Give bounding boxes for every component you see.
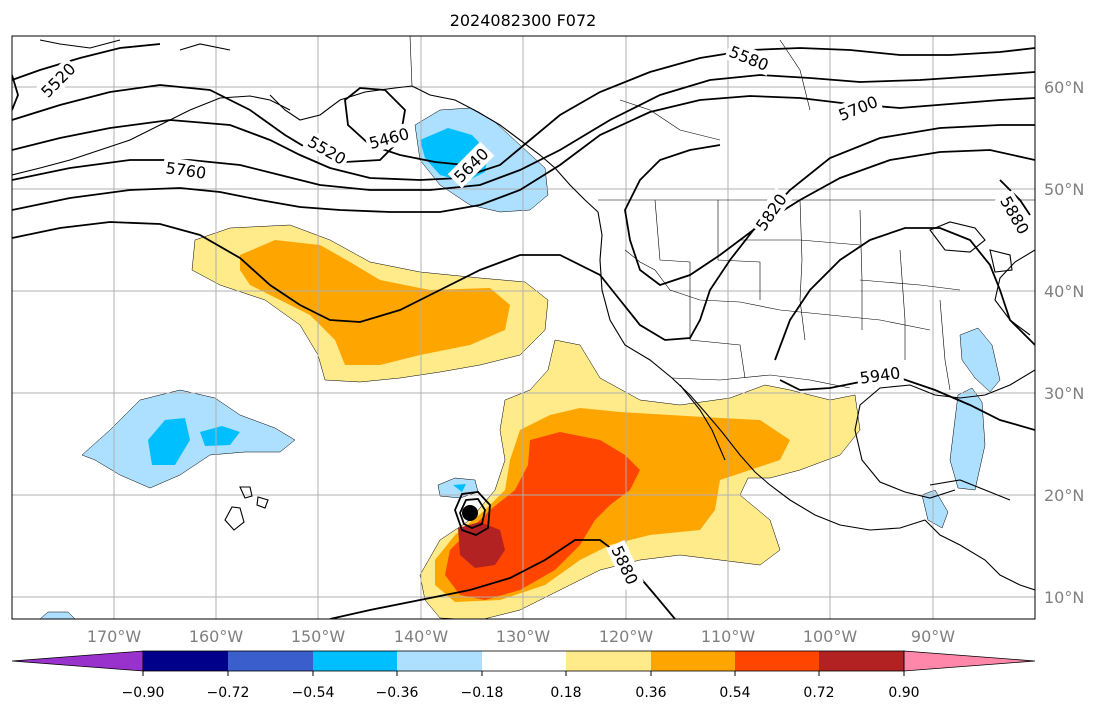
lon-label: 120°W: [599, 627, 654, 646]
colorbar: −0.90 −0.72 −0.54 −0.36 −0.18 0.18 0.36 …: [11, 650, 1036, 701]
negative-anomaly-sw: [39, 611, 76, 619]
lat-label: 30°N: [1044, 384, 1084, 403]
contour-label: 5520: [304, 132, 349, 169]
storm-center-marker: [462, 505, 478, 521]
negative-anomaly-east-2: [949, 387, 986, 491]
lat-label: 40°N: [1044, 282, 1084, 301]
colorbar-segment: [566, 651, 651, 671]
map-title: 2024082300 F072: [450, 11, 597, 30]
colorbar-segment: [482, 651, 566, 671]
colorbar-tick-label: −0.72: [207, 685, 250, 701]
map-area: 5520 5520 5460 5640 5760 5580 5700 5820 …: [12, 36, 1035, 619]
contour-label: 5700: [836, 92, 881, 125]
colorbar-tick-label: 0.18: [550, 685, 581, 701]
colorbar-tick-label: 0.36: [635, 685, 666, 701]
lat-label: 10°N: [1044, 588, 1084, 607]
colorbar-min-extension: [11, 650, 144, 672]
lon-label: 110°W: [701, 627, 756, 646]
lat-label: 50°N: [1044, 180, 1084, 199]
negative-anomaly-east-3: [921, 489, 949, 529]
colorbar-tick-label: 0.54: [719, 685, 750, 701]
colorbar-segment: [397, 651, 482, 671]
colorbar-tick-label: 0.72: [803, 685, 834, 701]
positive-anomaly-orange-north: [240, 240, 510, 365]
lon-label: 150°W: [291, 627, 346, 646]
lon-label: 90°W: [911, 627, 955, 646]
colorbar-segment: [313, 651, 397, 671]
colorbar-segment: [228, 651, 313, 671]
map-frame: [11, 35, 1036, 620]
lon-label: 170°W: [87, 627, 142, 646]
colorbar-tick-label: −0.18: [461, 685, 504, 701]
colorbar-ticks: [142, 671, 905, 676]
colorbar-segment: [143, 651, 228, 671]
colorbar-tick-label: −0.90: [122, 685, 165, 701]
longitude-labels: 170°W 160°W 150°W 140°W 130°W 120°W 110°…: [87, 627, 955, 646]
lon-label: 160°W: [189, 627, 244, 646]
colorbar-tick-label: −0.36: [376, 685, 419, 701]
contour-label: 5940: [859, 363, 902, 387]
lat-label: 60°N: [1044, 78, 1084, 97]
graticule: [12, 36, 1035, 619]
coastlines: [12, 39, 1035, 591]
colorbar-tick-label: 0.90: [888, 685, 919, 701]
negative-anomaly-hawaii-core-2: [200, 426, 240, 446]
negative-anomaly-east-1: [959, 327, 1001, 393]
negative-anomaly-storm-core: [453, 484, 466, 492]
latitude-labels: 60°N 50°N 40°N 30°N 20°N 10°N: [1044, 78, 1084, 607]
contour-label: 5880: [996, 193, 1033, 238]
negative-anomaly-hawaii-core: [148, 418, 190, 465]
lat-label: 20°N: [1044, 486, 1084, 505]
contour-label: 5580: [726, 42, 771, 75]
contour-label: 5460: [367, 124, 411, 153]
colorbar-tick-labels: −0.90 −0.72 −0.54 −0.36 −0.18 0.18 0.36 …: [122, 685, 920, 701]
political-borders: [409, 36, 1035, 391]
lon-label: 130°W: [496, 627, 551, 646]
colorbar-outline: [142, 650, 905, 672]
lon-label: 100°W: [803, 627, 858, 646]
shaded-anomalies: [39, 107, 1001, 619]
colorbar-segment: [819, 651, 904, 671]
colorbar-segment: [735, 651, 819, 671]
colorbar-tick-label: −0.54: [292, 685, 335, 701]
colorbar-max-extension: [903, 650, 1036, 672]
colorbar-segment: [651, 651, 735, 671]
lon-label: 140°W: [394, 627, 449, 646]
